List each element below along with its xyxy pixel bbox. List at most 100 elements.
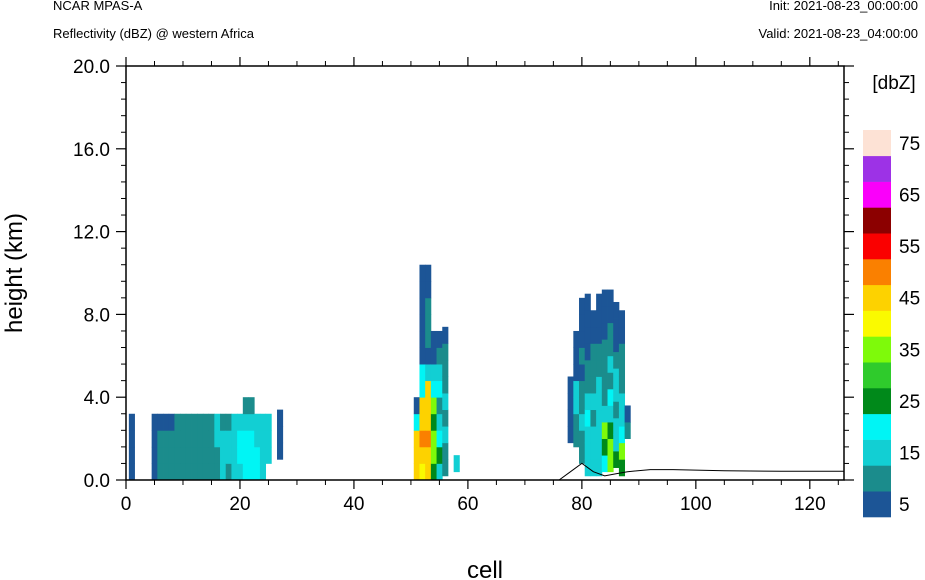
reflectivity-cell [168, 463, 175, 481]
colorbar-swatch [863, 233, 891, 260]
reflectivity-cell [573, 430, 580, 448]
reflectivity-cell [419, 297, 426, 315]
reflectivity-cell [151, 446, 158, 464]
reflectivity-cell [413, 430, 420, 448]
init-time: Init: 2021-08-23_00:00:00 [769, 0, 918, 13]
colorbar-swatch [863, 155, 891, 182]
reflectivity-cell [596, 343, 603, 361]
reflectivity-cell [613, 451, 620, 468]
reflectivity-cell [442, 442, 449, 460]
reflectivity-cell [442, 459, 449, 477]
reflectivity-cell [425, 297, 432, 315]
reflectivity-cell [214, 413, 221, 431]
reflectivity-cell [584, 310, 591, 328]
reflectivity-cell [573, 380, 580, 398]
model-name: NCAR MPAS-A [53, 0, 143, 13]
reflectivity-cell [624, 405, 631, 423]
reflectivity-cell [277, 409, 284, 427]
reflectivity-cell [202, 446, 210, 464]
reflectivity-cells [128, 264, 631, 481]
reflectivity-cell [197, 446, 204, 464]
reflectivity-cell [425, 430, 432, 448]
reflectivity-cell [584, 409, 591, 427]
reflectivity-cell [259, 430, 267, 448]
colorbar-swatch [863, 259, 891, 286]
reflectivity-cell [596, 426, 603, 444]
reflectivity-cell [590, 426, 597, 444]
reflectivity-cell [436, 430, 443, 448]
reflectivity-cell [436, 330, 443, 348]
colorbar-swatch [863, 465, 891, 492]
colorbar-swatch [863, 362, 891, 389]
reflectivity-cell [584, 393, 591, 411]
reflectivity-cell [607, 388, 614, 406]
reflectivity-cell [180, 463, 187, 481]
reflectivity-cell [607, 339, 614, 357]
y-tick-label: 0.0 [84, 471, 110, 492]
reflectivity-cell [618, 343, 626, 361]
reflectivity-cell [214, 463, 221, 481]
reflectivity-cell [174, 413, 181, 431]
reflectivity-cell [425, 380, 432, 398]
colorbar-label: 45 [899, 289, 920, 310]
reflectivity-cell [237, 430, 244, 448]
reflectivity-cell [442, 376, 449, 394]
reflectivity-cell [419, 446, 426, 464]
y-tick-label: 12.0 [73, 223, 110, 244]
reflectivity-cell [436, 463, 443, 481]
reflectivity-cell [618, 326, 626, 344]
reflectivity-cell [277, 426, 284, 444]
reflectivity-cell [453, 455, 460, 473]
reflectivity-cell [425, 397, 432, 415]
reflectivity-cell [425, 281, 432, 299]
reflectivity-cell [596, 393, 603, 411]
reflectivity-cell [430, 446, 437, 464]
colorbar-title: [dbZ] [872, 73, 915, 94]
reflectivity-cell [220, 463, 227, 481]
reflectivity-cell [425, 314, 432, 332]
reflectivity-cell [197, 463, 204, 481]
reflectivity-cell [419, 413, 426, 431]
reflectivity-cell [430, 430, 437, 448]
reflectivity-cell [442, 343, 449, 361]
reflectivity-cell [254, 446, 261, 464]
reflectivity-cell [442, 393, 449, 411]
reflectivity-cell [430, 463, 437, 481]
reflectivity-cell [259, 463, 267, 481]
reflectivity-cell [225, 413, 232, 431]
x-tick-label: 100 [680, 494, 712, 515]
x-tick-label: 40 [343, 494, 364, 515]
reflectivity-cell [168, 446, 175, 464]
reflectivity-cell [208, 463, 215, 481]
colorbar-swatch [863, 181, 891, 208]
reflectivity-cell [202, 430, 210, 448]
reflectivity-cell [596, 293, 603, 311]
reflectivity-cell [231, 430, 238, 448]
reflectivity-cell [596, 310, 603, 328]
reflectivity-cell [442, 426, 449, 444]
reflectivity-cell [607, 355, 614, 373]
reflectivity-cell [157, 446, 164, 464]
reflectivity-cell [584, 293, 591, 311]
reflectivity-cell [259, 413, 267, 431]
reflectivity-cell [607, 438, 614, 456]
reflectivity-cell [436, 347, 443, 365]
colorbar-swatch [863, 207, 891, 234]
reflectivity-cell [618, 376, 626, 394]
reflectivity-cell [157, 430, 164, 448]
colorbar-swatch [863, 491, 891, 518]
reflectivity-cell [596, 459, 603, 477]
reflectivity-cell [590, 376, 597, 394]
reflectivity-cell [254, 463, 261, 481]
reflectivity-cell [601, 289, 608, 307]
reflectivity-cell [419, 380, 426, 398]
reflectivity-cell [618, 409, 626, 427]
reflectivity-cell [151, 463, 158, 481]
reflectivity-cell [185, 463, 192, 481]
reflectivity-cell [584, 359, 591, 377]
reflectivity-cell [601, 372, 608, 390]
reflectivity-cell [590, 409, 597, 427]
reflectivity-cell [208, 446, 215, 464]
reflectivity-cell [265, 446, 272, 464]
reflectivity-cell [436, 446, 443, 464]
